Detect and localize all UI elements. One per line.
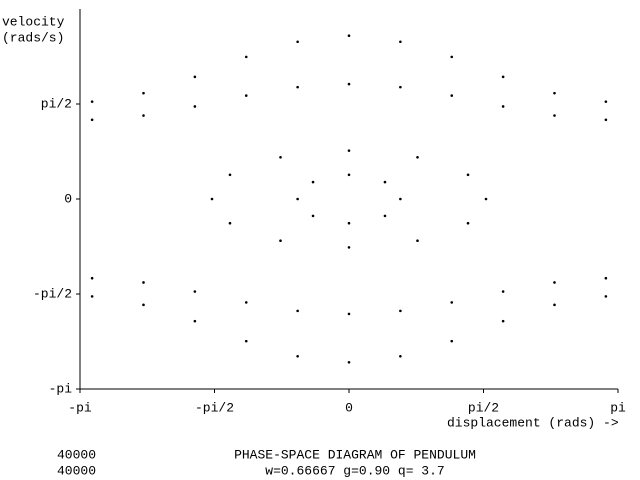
phase-point [142, 114, 145, 117]
phase-point [501, 75, 505, 79]
y-axis-label: velocity [2, 14, 65, 29]
phase-point [399, 197, 402, 201]
phase-point [90, 295, 94, 298]
phase-point [484, 197, 488, 201]
phase-point [501, 290, 505, 293]
phase-point [347, 221, 351, 225]
phase-point [347, 82, 351, 86]
phase-point [90, 100, 94, 103]
phase-point [450, 339, 454, 343]
phase-point [604, 118, 608, 122]
x-tick-label: 0 [345, 400, 353, 415]
phase-point [416, 155, 419, 159]
phase-point [466, 221, 470, 225]
phase-point [90, 118, 94, 122]
phase-point [347, 149, 351, 152]
phase-point [399, 40, 402, 44]
phase-point [296, 197, 299, 201]
counter: 40000 [57, 463, 96, 478]
phase-point [142, 303, 145, 307]
phase-point [450, 301, 454, 304]
phase-point [347, 34, 351, 38]
phase-point [296, 40, 299, 44]
phase-point [604, 276, 608, 280]
x-tick-label: pi/2 [468, 400, 499, 415]
y-axis-label: (rads/s) [2, 30, 64, 45]
counter: 40000 [57, 447, 96, 462]
phase-point [279, 155, 282, 159]
y-tick-label: -pi/2 [33, 286, 72, 301]
phase-point [228, 173, 232, 177]
phase-point [553, 281, 556, 284]
phase-point [399, 309, 402, 313]
phase-point [90, 276, 94, 280]
phase-point [416, 239, 419, 243]
phase-point [279, 239, 282, 243]
phase-point [501, 105, 505, 108]
phase-point [210, 197, 214, 201]
phase-point [296, 85, 299, 89]
phase-point [296, 309, 299, 313]
phase-point [142, 281, 145, 284]
phase-point [383, 214, 387, 218]
phase-point [244, 301, 248, 304]
chart-title: PHASE-SPACE DIAGRAM OF PENDULUM [234, 447, 476, 462]
phase-point [193, 319, 197, 323]
phase-point [193, 75, 197, 79]
phase-point [553, 114, 556, 117]
phase-point [399, 85, 402, 89]
phase-point [296, 354, 299, 358]
chart-subtitle: w=0.66667 g=0.90 q= 3.7 [265, 463, 444, 478]
phase-point [347, 173, 351, 177]
y-tick-label: pi/2 [41, 96, 72, 111]
x-tick-label: -pi/2 [195, 400, 234, 415]
phase-point [466, 173, 470, 177]
phase-point [142, 91, 145, 95]
phase-point [193, 290, 197, 293]
phase-point [553, 303, 556, 307]
y-tick-label: 0 [64, 191, 72, 206]
phase-point [604, 295, 608, 298]
phase-point [347, 360, 351, 364]
phase-point [501, 319, 505, 323]
phase-point [450, 94, 454, 97]
x-tick-label: pi [610, 400, 626, 415]
phase-point [604, 100, 608, 103]
y-tick-label: -pi [49, 381, 73, 396]
phase-point [553, 91, 556, 95]
phase-point [383, 180, 387, 184]
phase-point [228, 221, 232, 225]
phase-point [244, 94, 248, 97]
x-axis-label: displacement (rads) -> [447, 415, 619, 430]
phase-point [311, 180, 315, 184]
phase-point [347, 246, 351, 249]
phase-point [244, 55, 248, 59]
x-tick-label: -pi [68, 400, 92, 415]
phase-point [399, 354, 402, 358]
phase-point [193, 105, 197, 108]
phase-point [450, 55, 454, 59]
phase-point [311, 214, 315, 218]
phase-point [244, 339, 248, 343]
phase-point [347, 312, 351, 316]
